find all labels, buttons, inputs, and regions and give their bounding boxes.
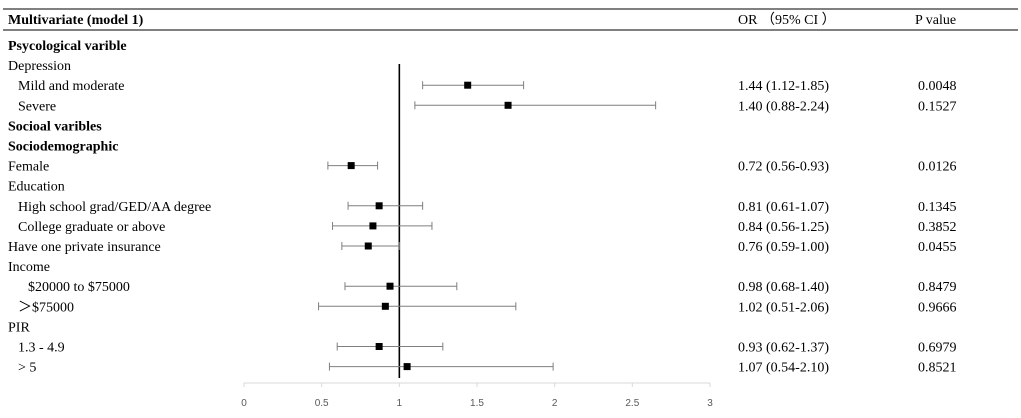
header-model: Multivariate (model 1) [8,13,144,28]
row-label: Have one private insurance [8,240,161,255]
odds-ratio-text: 0.76 (0.59-1.00) [738,240,829,255]
x-tick-label: 2 [552,398,558,409]
row-label: PIR [8,320,30,335]
row-label: 1.3 - 4.9 [18,341,65,356]
header-or: OR （95% CI ） [738,12,836,28]
p-value-text: 0.8521 [918,361,957,376]
odds-ratio-text: 1.07 (0.54-2.10) [738,361,829,376]
row-label: Socioal varibles [8,119,102,134]
point-estimate [504,101,512,109]
p-value-text: 0.0455 [918,240,957,255]
p-value-text: 0.3852 [918,220,957,235]
row-label: Depression [8,59,71,74]
row-label: College graduate or above [18,220,165,235]
odds-ratio-text: 0.84 (0.56-1.25) [738,220,829,235]
x-tick-label: 1 [397,398,403,409]
row-label: Female [8,160,49,175]
p-value-text: 0.1345 [918,200,957,215]
row-label: Severe [18,99,56,114]
odds-ratio-text: 0.72 (0.56-0.93) [738,160,829,175]
row-label: Education [8,180,65,195]
point-estimate [381,302,389,310]
point-estimate [347,162,355,170]
point-estimate [375,343,383,350]
row-label: > 5 [18,361,36,376]
row-label: Sociodemographic [8,140,118,155]
x-tick-label: 2.5 [625,398,639,409]
forest-marks [318,64,657,378]
row-label: Income [8,260,50,275]
p-value-text: 0.9666 [918,300,957,315]
row-label: Mild and moderate [18,79,125,94]
row-label: ＞$75000 [18,300,74,315]
x-axis-ticks: 0 0.5 1 1.5 2 2.5 3 [241,383,713,409]
forest-rows: Psycological varible Depression Mild and m… [8,39,957,376]
x-tick-label: 0.5 [315,398,329,409]
p-value-text: 0.0048 [918,79,957,94]
point-estimate [403,363,411,371]
point-estimate [464,81,472,89]
point-estimate [364,242,372,250]
odds-ratio-text: 1.44 (1.12-1.85) [738,79,829,94]
row-label: $20000 to $75000 [28,280,130,295]
p-value-text: 0.8479 [918,280,957,295]
header-p-value: P value [915,13,956,28]
row-label: High school grad/GED/AA degree [18,200,211,215]
point-estimate [369,222,377,230]
odds-ratio-text: 0.93 (0.62-1.37) [738,341,829,356]
x-tick-label: 0 [241,398,247,409]
point-estimate [375,202,383,210]
point-estimate [386,282,394,290]
odds-ratio-text: 1.02 (0.51-2.06) [738,300,829,315]
odds-ratio-text: 1.40 (0.88-2.24) [738,99,829,114]
odds-ratio-text: 0.81 (0.61-1.07) [738,200,829,215]
x-tick-label: 3 [707,398,713,409]
x-tick-label: 1.5 [470,398,484,409]
row-label: Psycological varible [8,39,127,54]
p-value-text: 0.6979 [918,341,957,356]
odds-ratio-text: 0.98 (0.68-1.40) [738,280,829,295]
p-value-text: 0.0126 [918,160,957,175]
p-value-text: 0.1527 [918,99,957,114]
